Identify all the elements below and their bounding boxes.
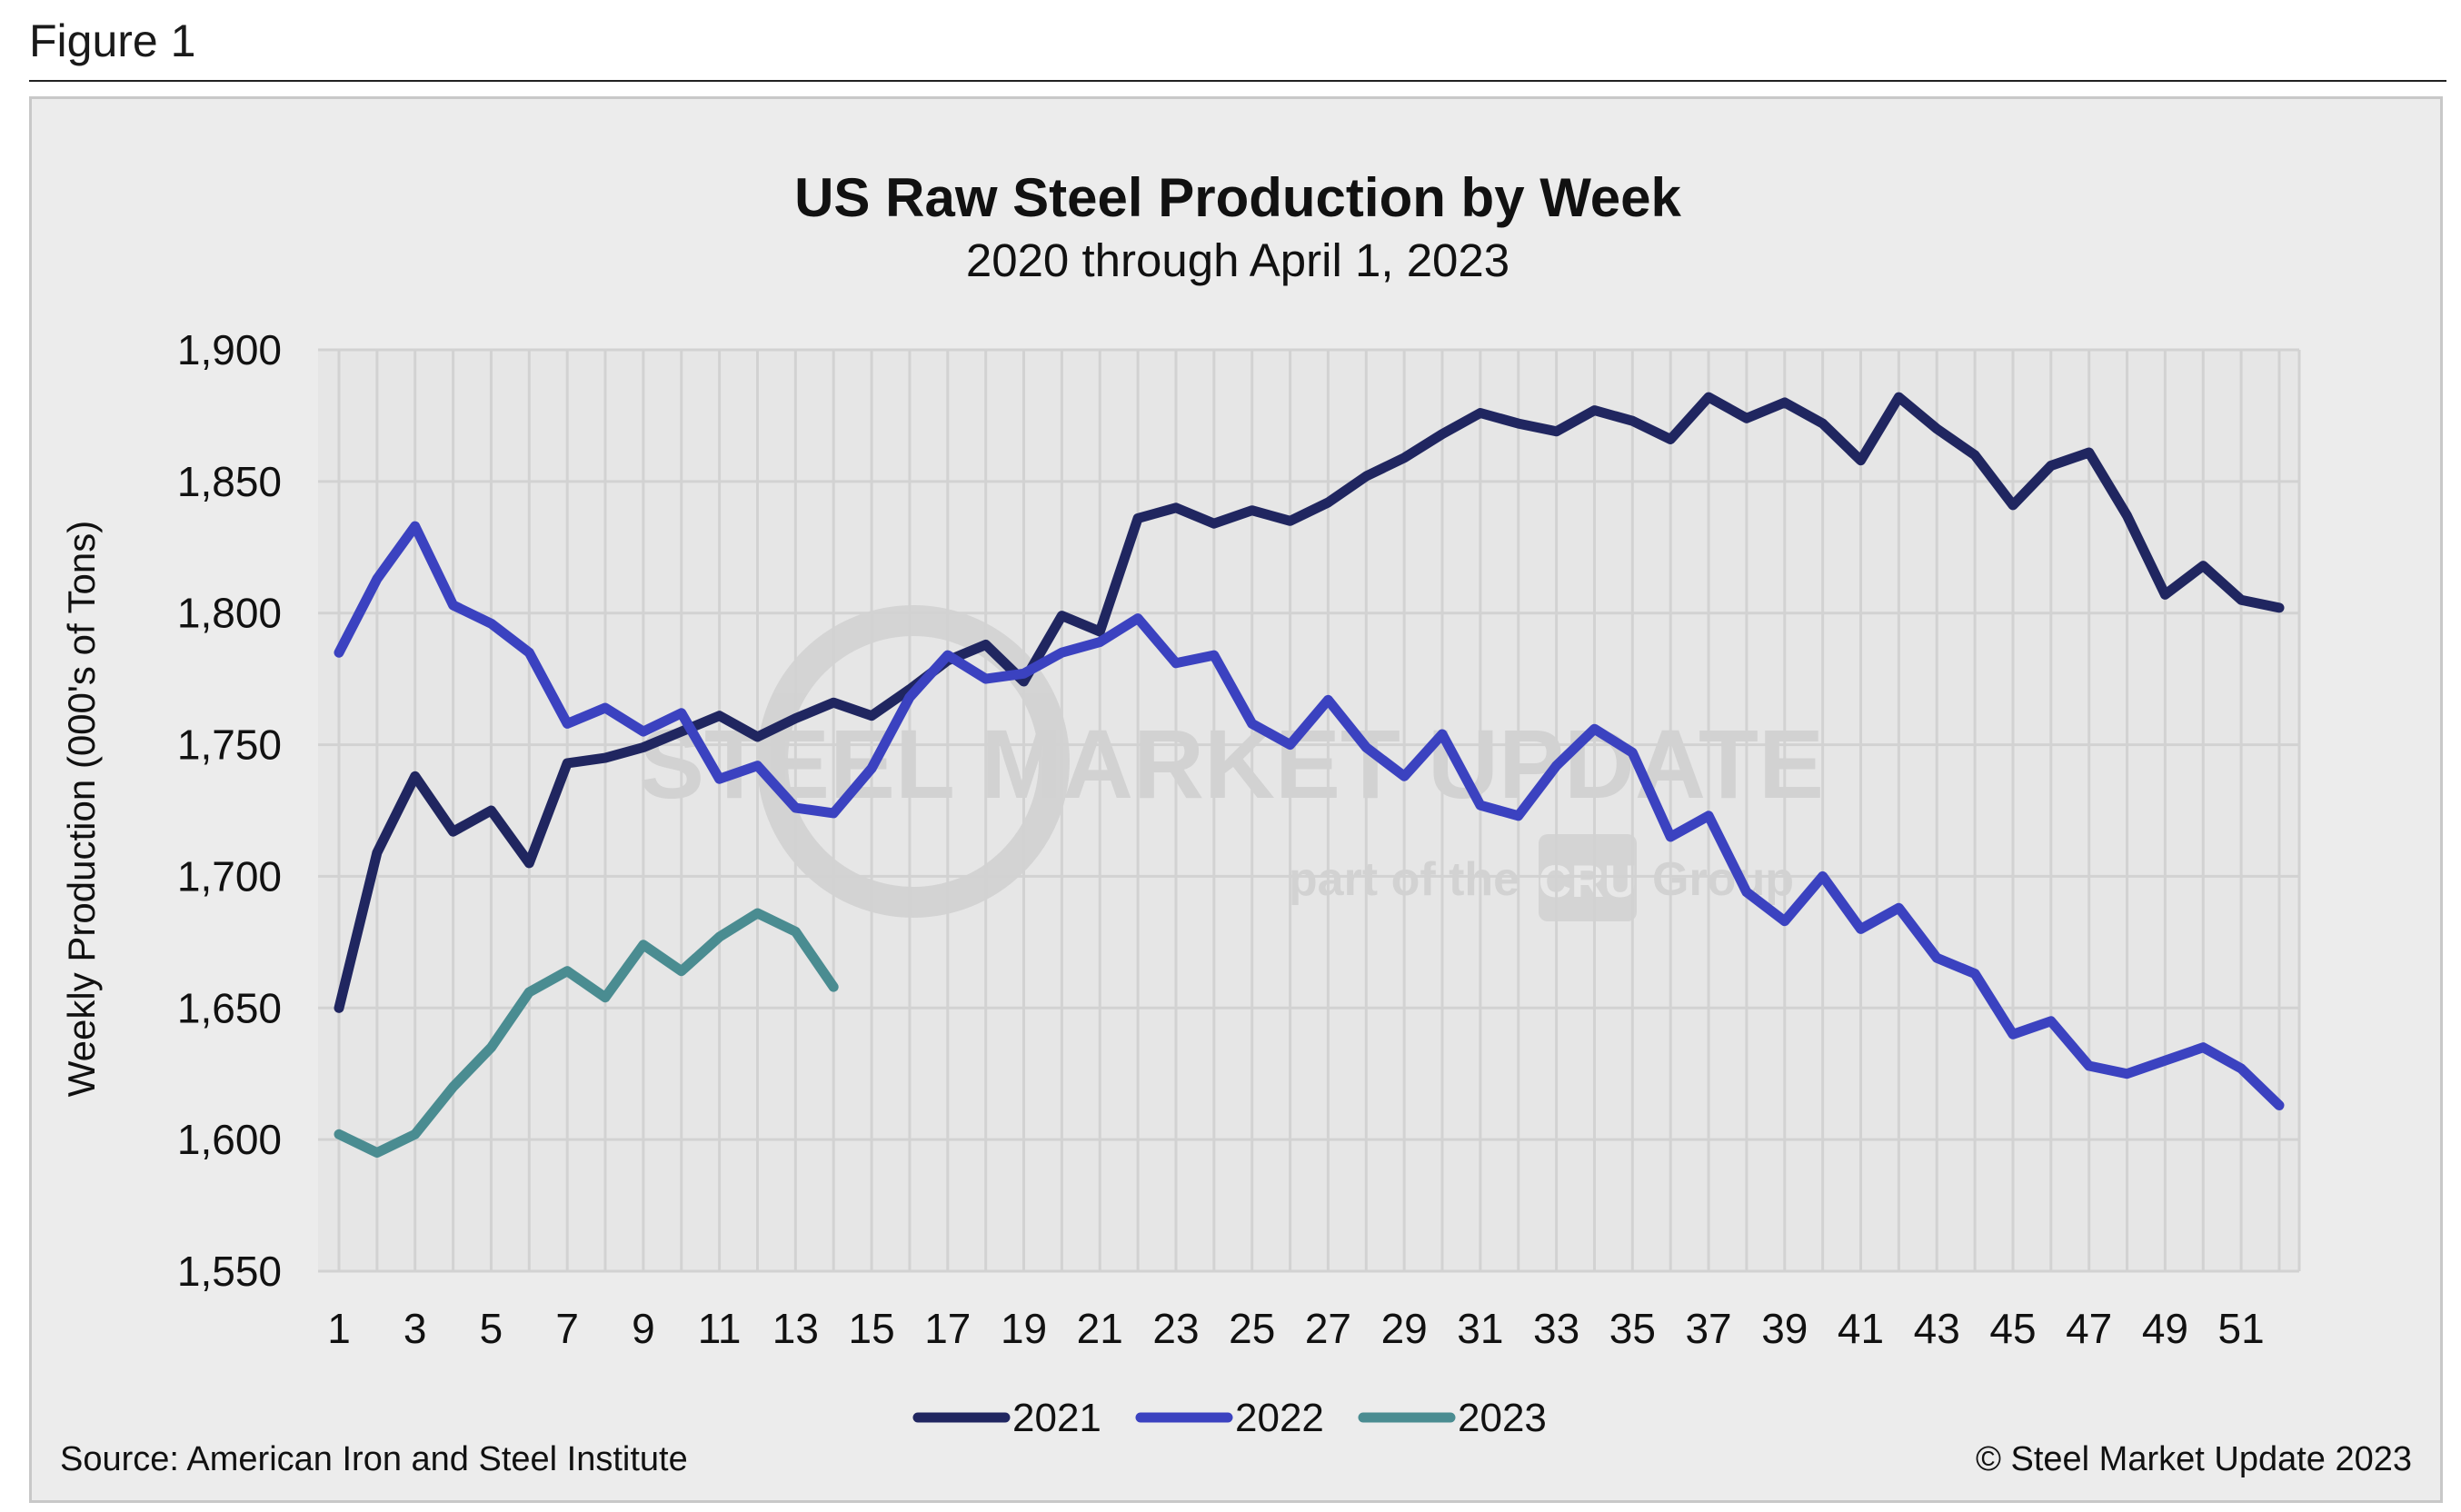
x-tick-label: 33 (1533, 1305, 1579, 1352)
chart-title: US Raw Steel Production by Week (794, 167, 1681, 228)
series-layer (334, 392, 2285, 1159)
y-axis-label: Weekly Production (000's of Tons) (60, 521, 103, 1097)
x-tick-label: 1 (327, 1305, 351, 1352)
x-tick-label: 19 (1001, 1305, 1047, 1352)
legend-label-2021: 2021 (1012, 1396, 1101, 1440)
x-tick-label: 25 (1229, 1305, 1275, 1352)
legend-label-2022: 2022 (1235, 1396, 1324, 1440)
x-tick-label: 3 (404, 1305, 427, 1352)
legend: 2021 2022 2023 (912, 1396, 1547, 1440)
x-tick-label: 21 (1077, 1305, 1123, 1352)
series-line-2021 (334, 392, 2285, 1013)
grid (318, 348, 2301, 1273)
x-tick-label: 35 (1609, 1305, 1656, 1352)
x-tick-label: 47 (2066, 1305, 2112, 1352)
x-tick-label: 7 (555, 1305, 579, 1352)
y-tick-label: 1,650 (177, 984, 282, 1031)
figure-label: Figure 1 (29, 15, 196, 66)
watermark-tagline-post: Group (1652, 853, 1794, 906)
watermark-brand: STEEL MARKET UPDATE (639, 709, 1824, 819)
y-tick-label: 1,800 (177, 590, 282, 637)
watermark-logo-ring (757, 605, 1070, 918)
y-tick-label: 1,600 (177, 1116, 282, 1163)
plot-area (318, 350, 2299, 1271)
copyright-note: © Steel Market Update 2023 (1976, 1440, 2412, 1478)
x-axis-ticks: 1 3 5 7 9 11 13 15 17 19 21 23 25 27 29 31 33 35 37 39 41 43 4… (327, 1305, 2265, 1352)
x-tick-label: 11 (698, 1305, 742, 1352)
x-tick-label: 39 (1761, 1305, 1808, 1352)
watermark-cru-logo: CRU (1539, 856, 1637, 907)
x-tick-label: 29 (1381, 1305, 1428, 1352)
x-tick-label: 23 (1152, 1305, 1199, 1352)
y-tick-label: 1,900 (177, 326, 282, 373)
source-note: Source: American Iron and Steel Institut… (60, 1440, 688, 1478)
x-tick-label: 45 (1989, 1305, 2036, 1352)
x-tick-label: 5 (480, 1305, 503, 1352)
x-tick-label: 27 (1305, 1305, 1351, 1352)
x-tick-label: 31 (1457, 1305, 1503, 1352)
figure-divider (29, 80, 2446, 82)
y-tick-label: 1,850 (177, 458, 282, 505)
chart-subtitle: 2020 through April 1, 2023 (966, 234, 1509, 286)
x-tick-label: 37 (1685, 1305, 1731, 1352)
x-tick-label: 17 (924, 1305, 971, 1352)
x-tick-label: 13 (772, 1305, 819, 1352)
x-tick-label: 9 (632, 1305, 655, 1352)
series-line-2023 (334, 908, 839, 1159)
y-tick-label: 1,550 (177, 1248, 282, 1295)
x-tick-label: 49 (2142, 1305, 2188, 1352)
series-line-2022 (334, 521, 2285, 1110)
y-tick-label: 1,750 (177, 721, 282, 769)
x-tick-label: 15 (848, 1305, 894, 1352)
x-tick-label: 43 (1914, 1305, 1960, 1352)
watermark-cru-badge (1539, 834, 1637, 921)
x-tick-label: 41 (1838, 1305, 1884, 1352)
y-tick-label: 1,700 (177, 852, 282, 900)
y-axis-ticks: 1,550 1,600 1,650 1,700 1,750 1,800 1,850 1,900 (177, 326, 282, 1295)
legend-label-2023: 2023 (1458, 1396, 1547, 1440)
x-tick-label: 51 (2218, 1305, 2265, 1352)
